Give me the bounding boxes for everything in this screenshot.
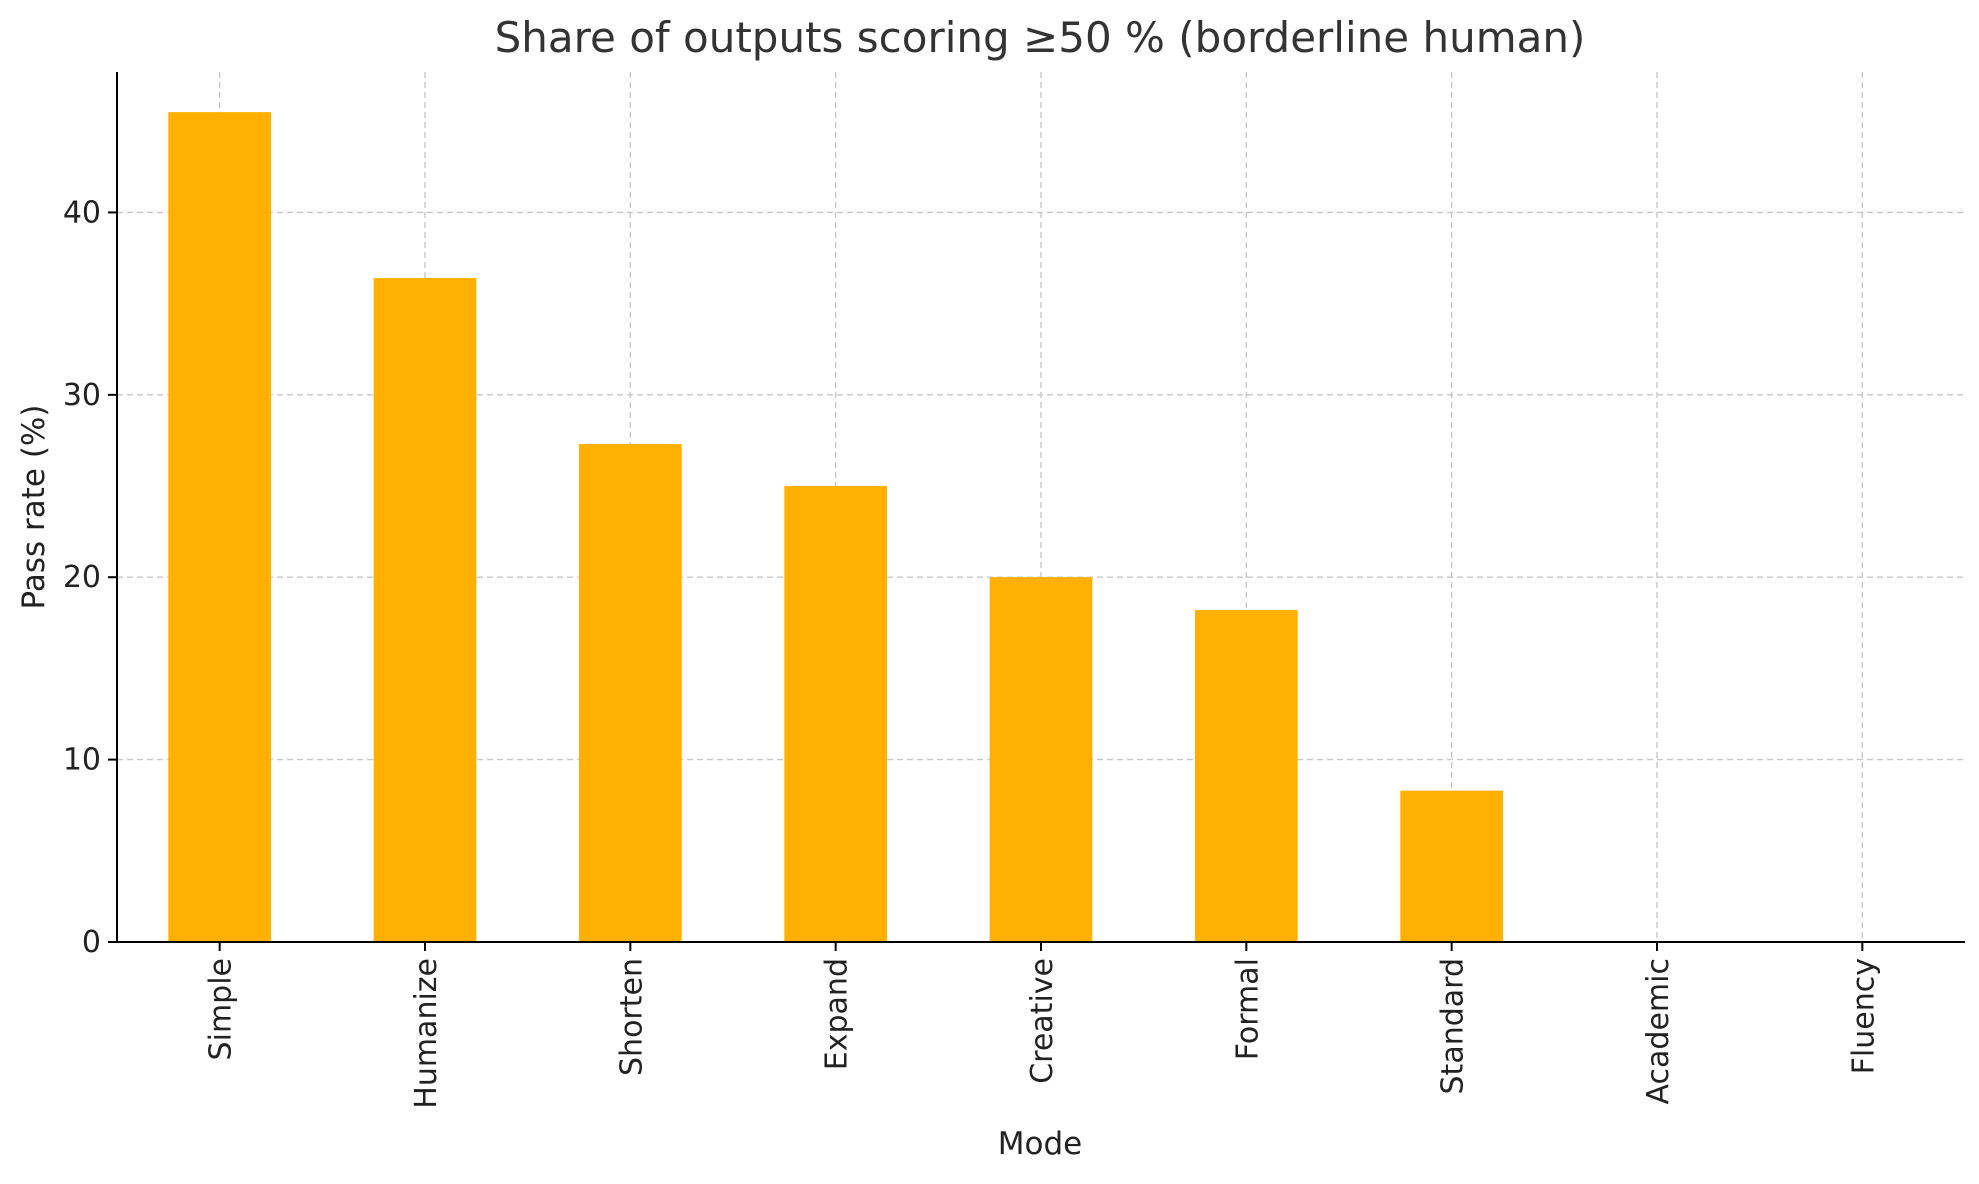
y-tick-label: 10 xyxy=(63,743,101,778)
x-axis-label: Mode xyxy=(998,1126,1082,1162)
bar xyxy=(1400,790,1503,942)
x-tick-label: Creative xyxy=(1025,958,1060,1084)
x-tick-label: Standard xyxy=(1436,958,1471,1094)
bar xyxy=(579,444,682,942)
tick-layer: 0 10 20 30 40 Simple Humanize Shorten Expand Crea… xyxy=(63,195,1882,1108)
x-tick-label: Humanize xyxy=(409,958,444,1109)
y-tick-label: 0 xyxy=(82,925,101,960)
bar xyxy=(373,278,477,943)
chart-title: Share of outputs scoring ≥50 % (borderli… xyxy=(495,13,1586,62)
bar-layer xyxy=(168,112,1503,943)
y-tick-label: 30 xyxy=(63,378,101,413)
x-tick-label: Shorten xyxy=(614,958,649,1076)
bar xyxy=(784,486,887,942)
y-tick-label: 20 xyxy=(63,560,101,595)
x-tick-label: Academic xyxy=(1641,958,1676,1104)
bar xyxy=(1195,610,1298,942)
y-tick-label: 40 xyxy=(63,195,101,230)
x-tick-label: Formal xyxy=(1230,958,1265,1060)
bar xyxy=(168,112,271,942)
y-axis-label: Pass rate (%) xyxy=(16,405,52,610)
x-tick-label: Simple xyxy=(204,958,239,1060)
x-tick-label: Fluency xyxy=(1846,958,1881,1074)
x-tick-label: Expand xyxy=(820,958,855,1070)
bar xyxy=(989,577,1093,942)
